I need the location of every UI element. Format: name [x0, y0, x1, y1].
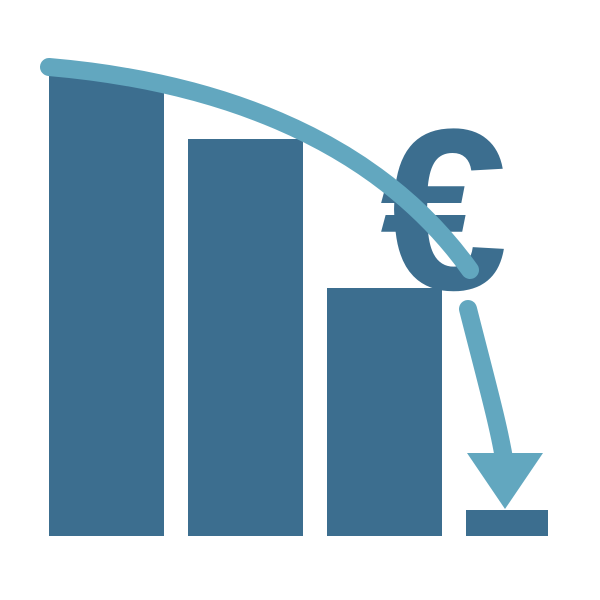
euro-symbol-icon: €	[380, 95, 508, 325]
bar-2	[188, 139, 303, 536]
bar-4	[466, 510, 548, 536]
bar-1	[49, 76, 164, 536]
euro-decline-icon: €	[0, 0, 600, 600]
